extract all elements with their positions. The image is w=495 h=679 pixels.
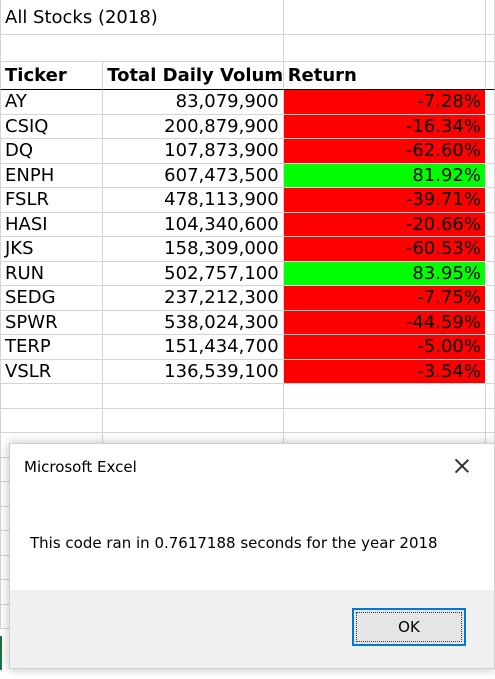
return-cell[interactable]: 81.92% — [283, 163, 486, 188]
dialog-footer: OK — [10, 590, 494, 668]
ticker-cell[interactable]: AY — [0, 90, 104, 115]
ok-button-label: OK — [398, 618, 420, 636]
header-row: Ticker Total Daily Volume Return — [0, 62, 495, 90]
empty-cell[interactable] — [486, 384, 495, 409]
table-row: TERP 151,434,700 -5.00% — [0, 335, 495, 360]
volume-cell[interactable]: 538,024,300 — [103, 310, 284, 335]
focus-outline — [356, 612, 462, 642]
table-row: SEDG 237,212,300 -7.75% — [0, 286, 495, 311]
empty-cell[interactable] — [283, 0, 486, 35]
ticker-cell[interactable]: FSLR — [0, 188, 104, 213]
header-return[interactable]: Return — [283, 62, 486, 90]
header-volume[interactable]: Total Daily Volume — [103, 62, 284, 90]
return-cell[interactable]: -39.71% — [283, 188, 486, 213]
ticker-cell[interactable]: JKS — [0, 237, 104, 262]
empty-cell[interactable] — [0, 408, 104, 433]
volume-cell[interactable]: 151,434,700 — [103, 335, 284, 360]
sheet-title-cell[interactable]: All Stocks (2018) — [0, 0, 284, 35]
return-cell[interactable]: -60.53% — [283, 237, 486, 262]
blank-row — [0, 35, 495, 62]
table-row: SPWR 538,024,300 -44.59% — [0, 310, 495, 335]
empty-cell[interactable] — [486, 139, 495, 164]
ticker-cell[interactable]: SEDG — [0, 286, 104, 311]
blank-row — [0, 408, 495, 433]
return-cell[interactable]: -7.28% — [283, 90, 486, 115]
volume-cell[interactable]: 200,879,900 — [103, 114, 284, 139]
table-row: CSIQ 200,879,900 -16.34% — [0, 114, 495, 139]
close-icon[interactable] — [452, 456, 472, 476]
table-row: HASI 104,340,600 -20.66% — [0, 212, 495, 237]
volume-cell[interactable]: 136,539,100 — [103, 359, 284, 384]
empty-cell[interactable] — [486, 90, 495, 115]
header-ticker[interactable]: Ticker — [0, 62, 104, 90]
empty-cell[interactable] — [486, 62, 495, 90]
empty-cell[interactable] — [103, 384, 284, 409]
empty-cell[interactable] — [283, 408, 486, 433]
empty-cell[interactable] — [486, 359, 495, 384]
table-row: AY 83,079,900 -7.28% — [0, 90, 495, 115]
empty-cell[interactable] — [486, 261, 495, 286]
table-row: RUN 502,757,100 83.95% — [0, 261, 495, 286]
empty-cell[interactable] — [486, 310, 495, 335]
table-row: FSLR 478,113,900 -39.71% — [0, 188, 495, 213]
empty-cell[interactable] — [486, 286, 495, 311]
ticker-cell[interactable]: RUN — [0, 261, 104, 286]
dialog-title: Microsoft Excel — [24, 458, 137, 476]
volume-cell[interactable]: 104,340,600 — [103, 212, 284, 237]
volume-cell[interactable]: 607,473,500 — [103, 163, 284, 188]
empty-cell[interactable] — [486, 188, 495, 213]
ticker-cell[interactable]: CSIQ — [0, 114, 104, 139]
return-cell[interactable]: -20.66% — [283, 212, 486, 237]
empty-cell[interactable] — [486, 35, 495, 62]
table-row: ENPH 607,473,500 81.92% — [0, 163, 495, 188]
empty-cell[interactable] — [486, 408, 495, 433]
ticker-cell[interactable]: TERP — [0, 335, 104, 360]
return-cell[interactable]: -16.34% — [283, 114, 486, 139]
ok-button[interactable]: OK — [352, 608, 466, 646]
return-cell[interactable]: 83.95% — [283, 261, 486, 286]
volume-cell[interactable]: 107,873,900 — [103, 139, 284, 164]
empty-cell[interactable] — [486, 163, 495, 188]
return-cell[interactable]: -5.00% — [283, 335, 486, 360]
volume-cell[interactable]: 478,113,900 — [103, 188, 284, 213]
dialog-message: This code ran in 0.7617188 seconds for t… — [30, 534, 438, 552]
empty-cell[interactable] — [486, 212, 495, 237]
empty-cell[interactable] — [283, 384, 486, 409]
empty-cell[interactable] — [103, 408, 284, 433]
volume-cell[interactable]: 83,079,900 — [103, 90, 284, 115]
return-cell[interactable]: -7.75% — [283, 286, 486, 311]
ticker-cell[interactable]: DQ — [0, 139, 104, 164]
table-row: DQ 107,873,900 -62.60% — [0, 139, 495, 164]
empty-cell[interactable] — [486, 114, 495, 139]
ticker-cell[interactable]: ENPH — [0, 163, 104, 188]
ticker-cell[interactable]: HASI — [0, 212, 104, 237]
title-row: All Stocks (2018) — [0, 0, 495, 35]
return-cell[interactable]: -62.60% — [283, 139, 486, 164]
empty-cell[interactable] — [283, 35, 486, 62]
blank-row — [0, 384, 495, 409]
volume-cell[interactable]: 502,757,100 — [103, 261, 284, 286]
empty-cell[interactable] — [486, 335, 495, 360]
ticker-cell[interactable]: SPWR — [0, 310, 104, 335]
volume-cell[interactable]: 158,309,000 — [103, 237, 284, 262]
sheet-edge-indicator — [0, 636, 2, 670]
ticker-cell[interactable]: VSLR — [0, 359, 104, 384]
message-dialog: Microsoft Excel This code ran in 0.76171… — [9, 443, 495, 669]
empty-cell[interactable] — [486, 237, 495, 262]
return-cell[interactable]: -3.54% — [283, 359, 486, 384]
empty-cell[interactable] — [0, 35, 284, 62]
empty-cell[interactable] — [486, 0, 495, 35]
table-row: JKS 158,309,000 -60.53% — [0, 237, 495, 262]
table-row: VSLR 136,539,100 -3.54% — [0, 359, 495, 384]
volume-cell[interactable]: 237,212,300 — [103, 286, 284, 311]
return-cell[interactable]: -44.59% — [283, 310, 486, 335]
empty-cell[interactable] — [0, 384, 104, 409]
